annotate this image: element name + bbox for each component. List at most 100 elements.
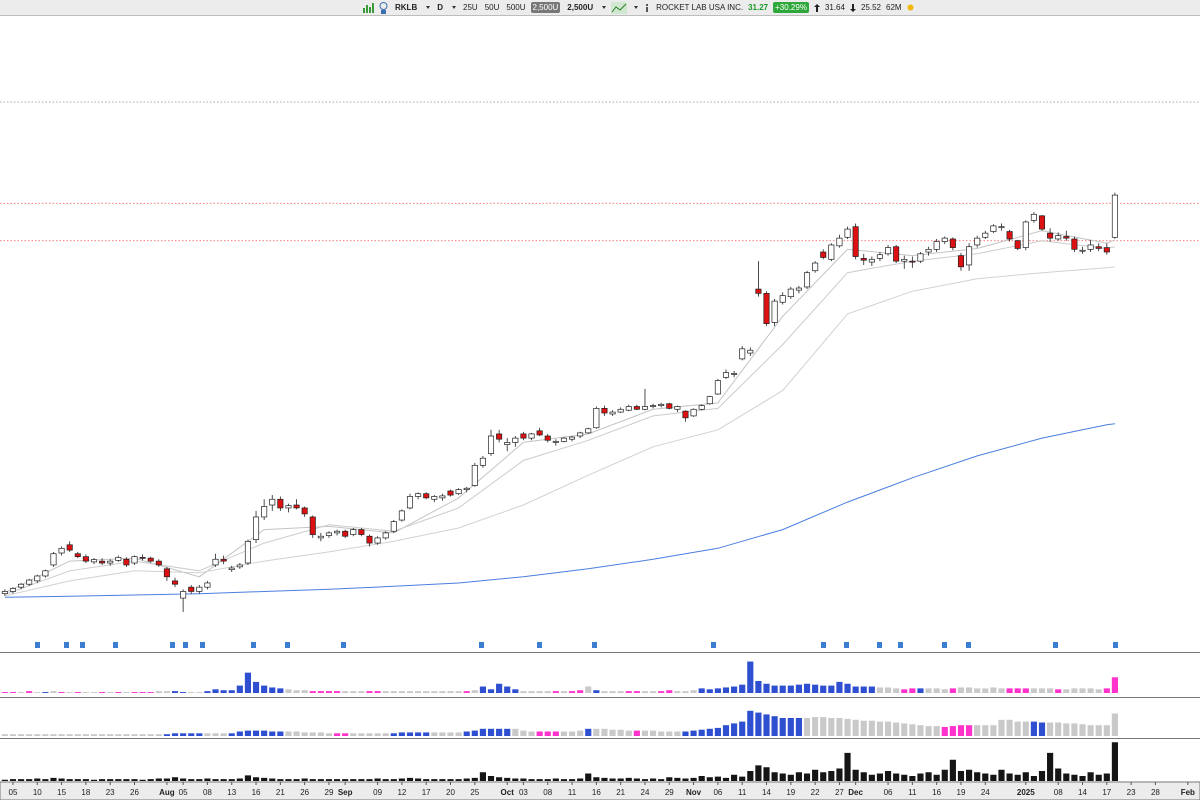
volume-bar xyxy=(50,734,57,736)
range-button[interactable]: 500U xyxy=(506,3,526,12)
volume-bar xyxy=(560,731,568,736)
volume-bar xyxy=(731,723,738,736)
event-marker[interactable] xyxy=(966,642,971,648)
chart-style-icon[interactable] xyxy=(611,1,628,14)
volume-bar xyxy=(698,729,705,736)
range-button[interactable]: 2,500U xyxy=(530,2,561,13)
event-marker[interactable] xyxy=(898,642,903,648)
volume-bar xyxy=(107,779,114,781)
volume-bar xyxy=(301,732,308,736)
volume-bar xyxy=(714,688,721,693)
volume-bar xyxy=(633,691,640,693)
candle-body xyxy=(415,493,422,497)
event-marker[interactable] xyxy=(1113,642,1118,648)
volume-bar xyxy=(17,692,25,693)
volume-bar xyxy=(852,769,859,781)
volume-bar xyxy=(852,719,859,736)
event-marker[interactable] xyxy=(844,642,849,648)
range-button[interactable]: 50U xyxy=(484,3,500,12)
event-marker[interactable] xyxy=(183,642,188,648)
volume-bar xyxy=(374,733,381,736)
volume-bar xyxy=(204,733,211,736)
event-marker[interactable] xyxy=(592,642,597,648)
volume-bar xyxy=(212,733,219,736)
symbol[interactable]: RKLB xyxy=(395,3,418,12)
candle-body xyxy=(253,516,260,540)
volume-bar xyxy=(860,686,867,693)
range-button[interactable]: 25U xyxy=(463,3,478,12)
app-icon[interactable] xyxy=(362,2,374,13)
volume-bar xyxy=(601,728,608,736)
x-tick-label: 19 xyxy=(786,788,795,797)
info-icon[interactable] xyxy=(643,3,651,13)
volume-bar xyxy=(593,728,600,736)
volume-bar xyxy=(998,719,1005,736)
volume-bar xyxy=(1014,688,1021,693)
event-marker[interactable] xyxy=(285,642,290,648)
candle-body xyxy=(682,410,689,419)
volume-bar xyxy=(1103,725,1110,736)
event-marker[interactable] xyxy=(821,642,826,648)
event-marker[interactable] xyxy=(711,642,716,648)
volume-bar xyxy=(698,688,705,693)
event-marker[interactable] xyxy=(942,642,947,648)
chevron[interactable] xyxy=(634,6,639,9)
volume-bar xyxy=(779,773,786,781)
volume-bar xyxy=(90,779,98,781)
candle-body xyxy=(423,493,430,499)
volume-bar xyxy=(180,733,187,736)
event-marker[interactable] xyxy=(170,642,175,648)
event-marker[interactable] xyxy=(35,642,40,648)
volume-bar xyxy=(415,778,422,781)
event-marker[interactable] xyxy=(64,642,69,648)
volume-bar xyxy=(398,778,405,781)
candle-body xyxy=(496,433,503,440)
volume-bar xyxy=(309,691,316,693)
range-select[interactable]: 2,500U xyxy=(567,3,594,12)
volume-bar xyxy=(439,691,446,693)
volume-bar xyxy=(390,691,397,693)
candle-body xyxy=(755,288,762,294)
volume-bar xyxy=(180,778,187,781)
event-marker[interactable] xyxy=(341,642,346,648)
event-marker[interactable] xyxy=(80,642,85,648)
chevron[interactable] xyxy=(452,6,456,9)
volume-bar xyxy=(917,725,924,736)
volume-bar xyxy=(1038,722,1046,736)
volume-bar xyxy=(99,692,106,693)
volume-bar xyxy=(593,777,600,781)
volume-bar xyxy=(868,720,875,736)
volume-bar xyxy=(277,688,284,693)
volume-bar xyxy=(957,771,965,781)
event-marker[interactable] xyxy=(200,642,205,648)
event-marker[interactable] xyxy=(877,642,882,648)
volume-bar xyxy=(755,680,762,693)
volume-bar xyxy=(965,687,973,693)
volume-bar xyxy=(293,690,300,693)
volume-bar xyxy=(649,778,657,781)
volume-bar xyxy=(236,731,243,736)
candle-body xyxy=(763,293,770,324)
toolbar-row: RKLB D 25U 50U 500U 2,500U 2,500U ROCKET LA… xyxy=(362,0,914,15)
event-marker[interactable] xyxy=(1053,642,1058,648)
volume-bar xyxy=(949,759,956,781)
event-marker[interactable] xyxy=(537,642,542,648)
symbol-icon[interactable] xyxy=(379,1,388,14)
chevron[interactable] xyxy=(426,6,431,9)
volume-bar xyxy=(860,772,867,781)
event-marker[interactable] xyxy=(251,642,256,648)
candle-body xyxy=(447,490,454,496)
interval[interactable]: D xyxy=(437,3,443,12)
candle-body xyxy=(228,567,235,570)
chevron[interactable] xyxy=(602,6,607,9)
volume-bar xyxy=(115,734,122,736)
volume-bar xyxy=(228,779,235,781)
event-marker[interactable] xyxy=(479,642,484,648)
candle-body xyxy=(1103,247,1110,253)
x-tick-label: 06 xyxy=(884,788,893,797)
volume-bar xyxy=(1022,688,1029,693)
candle-body xyxy=(852,226,859,257)
volume-bar xyxy=(909,776,916,781)
x-tick-label: 12 xyxy=(397,788,406,797)
event-marker[interactable] xyxy=(113,642,118,648)
